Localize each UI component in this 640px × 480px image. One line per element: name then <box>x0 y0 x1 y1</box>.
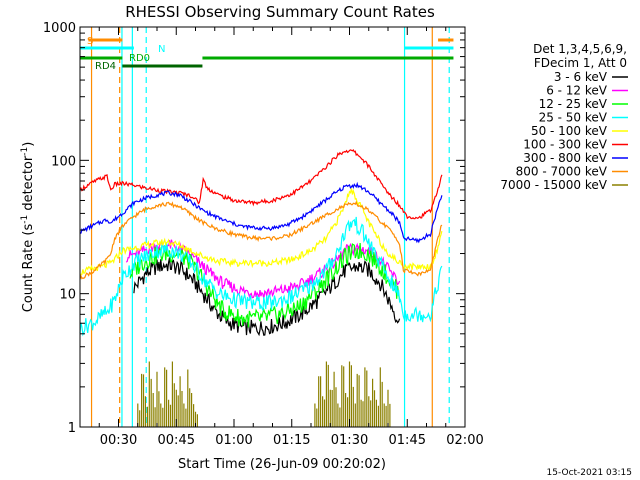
legend-label: 50 - 100 keV <box>531 124 608 138</box>
y-axis-label-main: Count Rate (s <box>21 224 36 313</box>
y-axis-label: Count Rate (s-1 detector-1) <box>20 142 36 313</box>
legend-label: 800 - 7000 keV <box>516 165 608 179</box>
series-line <box>133 257 401 337</box>
flag-bars: S N RD0 RD4 <box>80 36 454 72</box>
series-line <box>79 188 443 276</box>
flag-label: RD4 <box>95 61 116 72</box>
y-tick-label: 1000 <box>43 21 76 36</box>
x-tick-label: 02:00 <box>446 433 483 448</box>
y-tick-label: 10 <box>59 288 76 303</box>
x-tick-label: 00:30 <box>100 433 137 448</box>
legend-header-1: Det 1,3,4,5,6,9, <box>533 42 627 56</box>
chart-title: RHESSI Observing Summary Count Rates <box>125 3 435 21</box>
legend-label: 300 - 800 keV <box>523 151 607 165</box>
y-axis-label-mid: detector <box>21 155 36 215</box>
date-stamp: 15-Oct-2021 03:15 <box>547 468 632 478</box>
legend: Det 1,3,4,5,6,9, FDecim 1, Att 0 3 - 6 k… <box>500 42 628 192</box>
y-tick-label: 1 <box>68 421 76 436</box>
series-line <box>125 239 401 299</box>
x-tick-label: 00:45 <box>158 433 195 448</box>
legend-label: 25 - 50 keV <box>539 111 608 125</box>
x-axis-label: Start Time (26-Jun-09 00:20:02) <box>178 457 386 472</box>
flag-label: S <box>87 36 93 47</box>
x-tick-label: 01:45 <box>389 433 426 448</box>
series-line <box>137 361 391 427</box>
x-tick-label: 01:30 <box>331 433 368 448</box>
legend-label: 6 - 12 keV <box>546 84 608 98</box>
series-line <box>79 149 443 220</box>
plot-area: S N RD0 RD4 <box>79 27 454 427</box>
y-axis-label-sup2: -1 <box>20 147 30 156</box>
series-line <box>79 216 443 337</box>
x-tick-label: 01:15 <box>273 433 310 448</box>
series-line <box>79 200 443 280</box>
flag-label: N <box>158 44 165 55</box>
y-axis: 1 10 100 1000 <box>43 21 465 436</box>
flag-label: RD0 <box>129 53 150 64</box>
legend-header-2: FDecim 1, Att 0 <box>534 56 627 70</box>
legend-label: 3 - 6 keV <box>554 70 608 84</box>
legend-label: 100 - 300 keV <box>523 138 607 152</box>
x-tick-label: 01:00 <box>215 433 252 448</box>
series-lines <box>79 149 443 427</box>
y-tick-label: 100 <box>51 154 76 169</box>
y-axis-label-sup1: -1 <box>20 215 30 224</box>
legend-label: 12 - 25 keV <box>539 97 608 111</box>
x-axis: 00:30 00:45 01:00 01:15 01:30 01:45 02:00 <box>98 27 484 448</box>
y-axis-label-end: ) <box>21 142 36 147</box>
legend-label: 7000 - 15000 keV <box>500 178 607 192</box>
series-line <box>79 181 443 244</box>
